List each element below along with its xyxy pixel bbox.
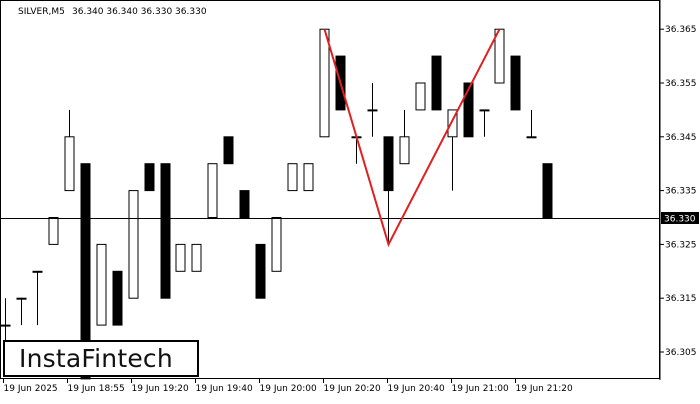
candle-body-bull [271, 217, 282, 272]
time-tick-label: 19 Jun 2025 [4, 384, 58, 394]
candle-body-bear [239, 190, 250, 219]
candle-body-bull [0, 324, 11, 327]
candle [48, 217, 59, 245]
time-tick-label: 19 Jun 19:40 [196, 384, 253, 394]
price-tick-label: 36.345 [665, 133, 697, 143]
candle-body-bull [64, 136, 75, 192]
candle [16, 297, 27, 326]
brand-logo-text: InstaFintech [19, 344, 173, 373]
time-axis: 19 Jun 2025 19 Jun 18:55 19 Jun 19:20 19 Ju… [3, 379, 573, 394]
price-tick-label: 36.315 [665, 294, 697, 304]
candle-body-bull [96, 243, 107, 326]
candle-body-bull [303, 163, 314, 192]
price-tick-label: 36.335 [665, 187, 697, 197]
candle [207, 163, 218, 218]
candle-body-bull [48, 217, 59, 245]
candle-body-bear [80, 163, 91, 380]
candle-body-bull [479, 109, 490, 112]
candle [542, 163, 553, 218]
candle [447, 109, 458, 191]
double-top-pattern [323, 28, 501, 248]
candle [303, 163, 314, 192]
candles-layer [0, 28, 553, 380]
time-tick-label: 19 Jun 18:55 [68, 384, 125, 394]
candle [526, 109, 537, 139]
candle [128, 190, 139, 299]
candle-body-bull [367, 109, 378, 112]
candle-body-bull [191, 243, 202, 272]
candle-body-bull [526, 136, 537, 139]
time-tick-label: 19 Jun 21:00 [452, 384, 509, 394]
candle-body-bear [255, 243, 266, 299]
candle-body-bear [160, 163, 171, 299]
candle [32, 270, 43, 326]
candle [271, 217, 282, 272]
candle [287, 163, 298, 192]
candle-body-bull [447, 109, 458, 138]
price-axis: 36.365 36.355 36.345 36.335 36.325 36.315 36.3… [660, 25, 697, 358]
candle [144, 163, 155, 192]
candle-body-bull [32, 270, 43, 273]
time-tick-label: 19 Jun 19:20 [132, 384, 189, 394]
brand-logo: InstaFintech [3, 340, 199, 377]
pattern-line [323, 28, 501, 248]
candle [319, 28, 330, 138]
candle-body-bear [383, 136, 394, 192]
candle-body-bear [223, 136, 234, 165]
candle [96, 243, 107, 326]
candle-body-bull [415, 82, 426, 111]
candle-body-bull [175, 243, 186, 272]
candle [112, 270, 123, 326]
candle-body-bear [144, 163, 155, 192]
candle-body-bear [431, 55, 442, 111]
candle [191, 243, 202, 272]
candle-body-bull [16, 297, 27, 300]
chart-symbol: SILVER,M5 [18, 7, 65, 17]
time-tick-label: 19 Jun 21:20 [516, 384, 573, 394]
price-tick-label: 36.305 [665, 348, 697, 358]
candle-body-bull [207, 163, 218, 218]
candle [479, 109, 490, 137]
time-tick-label: 19 Jun 20:20 [324, 384, 381, 394]
current-price-label: 36.330 [664, 215, 696, 225]
candle-body-bull [319, 28, 330, 138]
time-tick-label: 19 Jun 20:40 [388, 384, 445, 394]
candle [415, 82, 426, 111]
candle-body-bull [399, 136, 410, 165]
candle [239, 190, 250, 219]
candle-body-bear [510, 55, 521, 111]
price-tick-label: 36.365 [665, 25, 697, 35]
candle [64, 109, 75, 192]
candle [383, 136, 394, 245]
candle-body-bear [542, 163, 553, 218]
current-price-tag [661, 212, 699, 224]
candle [510, 55, 521, 111]
candle [463, 82, 474, 138]
price-tick-label: 36.355 [665, 79, 697, 89]
candle [255, 243, 266, 299]
time-tick-label: 19 Jun 20:00 [260, 384, 317, 394]
candle-body-bear [463, 82, 474, 138]
candle-body-bear [112, 270, 123, 326]
candle [223, 136, 234, 165]
candle-body-bull [287, 163, 298, 192]
candle [367, 83, 378, 137]
candle-body-bull [128, 190, 139, 299]
candle [399, 109, 410, 165]
candle [431, 55, 442, 111]
candle [175, 243, 186, 272]
candle [160, 163, 171, 299]
chart-ohlc: 36.340 36.340 36.330 36.330 [72, 7, 207, 17]
price-tick-label: 36.325 [665, 240, 697, 250]
